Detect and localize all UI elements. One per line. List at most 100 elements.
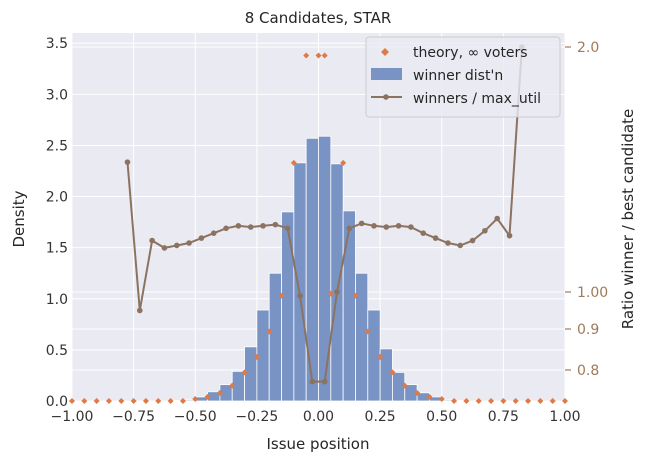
ratio-point — [482, 227, 488, 234]
theory-point — [179, 398, 186, 404]
x-tick-label: −0.25 — [235, 409, 278, 425]
theory-point — [253, 354, 260, 361]
theory-points — [69, 52, 568, 404]
y-axis-ticks: 0.0 0.5 1.0 1.5 2.0 2.5 3.0 3.5 — [46, 36, 68, 410]
y-tick-label: 3.0 — [46, 87, 68, 103]
x-tick-label: 1.00 — [549, 409, 580, 425]
x-tick-label: −0.50 — [174, 409, 217, 425]
histogram-bar — [244, 346, 258, 402]
legend-line-marker — [383, 94, 389, 100]
right-y-tick-label: 1.00 — [577, 285, 608, 301]
legend-theory-marker — [381, 48, 389, 56]
y-tick-label: 0.5 — [46, 343, 68, 359]
ratio-point — [247, 224, 254, 230]
ratio-point — [235, 223, 242, 229]
ratio-point — [420, 230, 427, 236]
theory-point — [549, 398, 556, 404]
ratio-point — [457, 242, 464, 249]
theory-point — [537, 398, 544, 404]
ratio-point — [371, 223, 377, 229]
theory-point — [142, 398, 149, 404]
y-tick-label: 1.5 — [46, 241, 68, 257]
legend: theory, ∞ voters winner dist'n winners /… — [365, 36, 561, 118]
histogram-bar — [305, 137, 319, 402]
theory-point — [352, 292, 359, 299]
theory-point — [81, 398, 88, 404]
ratio-point — [149, 237, 155, 244]
theory-point — [315, 52, 322, 59]
ratio-point — [297, 292, 303, 299]
theory-point — [155, 398, 162, 404]
theory-point — [167, 398, 174, 404]
right-y-tick-label: 0.9 — [577, 322, 599, 338]
x-axis-ticks: −1.00 −0.75 −0.50 −0.25 0.00 0.25 0.50 0.75 1.00 — [51, 409, 581, 425]
theory-point — [401, 382, 408, 389]
right-y-tick-label: 2.0 — [577, 40, 599, 56]
theory-point — [500, 398, 507, 404]
histogram-bar — [330, 163, 344, 402]
histogram-bar — [342, 210, 356, 402]
theory-point — [340, 159, 347, 166]
histogram-bars — [170, 135, 467, 402]
y-axis-label: Density — [10, 190, 28, 247]
chart-title: 8 Candidates, STAR — [245, 9, 392, 27]
theory-point — [463, 398, 470, 404]
ratio-point — [260, 223, 266, 229]
theory-point — [204, 393, 211, 400]
theory-point — [451, 398, 458, 404]
histogram-bar — [268, 272, 282, 402]
theory-point — [118, 398, 125, 404]
ratio-point — [124, 159, 131, 165]
theory-point — [377, 354, 384, 361]
x-tick-label: 0.50 — [426, 409, 457, 425]
ratio-point — [383, 224, 390, 230]
histogram-bar — [355, 272, 369, 402]
ratio-point — [506, 232, 513, 239]
theory-point — [426, 393, 433, 400]
theory-point — [321, 52, 328, 59]
ratio-point — [284, 225, 291, 232]
ratio-point — [309, 378, 316, 385]
x-axis-label: Issue position — [267, 435, 370, 453]
theory-point — [192, 395, 199, 402]
theory-point — [69, 398, 75, 404]
y-tick-label: 1.0 — [46, 292, 68, 308]
ratio-point — [346, 225, 353, 232]
theory-point — [93, 398, 100, 404]
theory-point — [414, 389, 421, 396]
ratio-point — [334, 289, 340, 295]
theory-point — [475, 398, 482, 404]
theory-point — [327, 290, 334, 297]
legend-bar-label: winner dist'n — [413, 68, 503, 84]
ratio-point — [186, 240, 192, 246]
right-y-axis-ticks: 0.8 0.9 1.00 2.0 — [565, 40, 608, 379]
ratio-point — [358, 220, 365, 227]
histogram-bar — [367, 309, 381, 402]
ratio-point — [321, 378, 328, 385]
x-tick-label: −1.00 — [51, 409, 94, 425]
ratio-point — [198, 235, 205, 241]
theory-point — [562, 398, 568, 404]
y-tick-label: 2.5 — [46, 138, 68, 154]
ratio-point — [210, 230, 217, 236]
theory-point — [105, 398, 112, 404]
ratio-point — [469, 237, 476, 244]
theory-point — [303, 52, 310, 59]
ratio-point — [136, 307, 143, 314]
theory-point — [364, 328, 371, 335]
ratio-point — [223, 225, 229, 232]
theory-point — [266, 328, 273, 335]
x-tick-label: 0.25 — [365, 409, 396, 425]
x-tick-label: 0.00 — [303, 409, 334, 425]
y-tick-label: 2.0 — [46, 190, 68, 206]
legend-line-label: winners / max_util — [413, 91, 541, 107]
legend-theory-label: theory, ∞ voters — [413, 45, 528, 61]
ratio-point — [161, 245, 168, 251]
x-tick-label: 0.75 — [488, 409, 519, 425]
ratio-point — [445, 240, 451, 246]
theory-point — [229, 382, 236, 389]
legend-box — [365, 36, 561, 118]
right-y-axis-label: Ratio winner / best candidate — [619, 109, 637, 329]
histogram-bar — [318, 135, 332, 402]
